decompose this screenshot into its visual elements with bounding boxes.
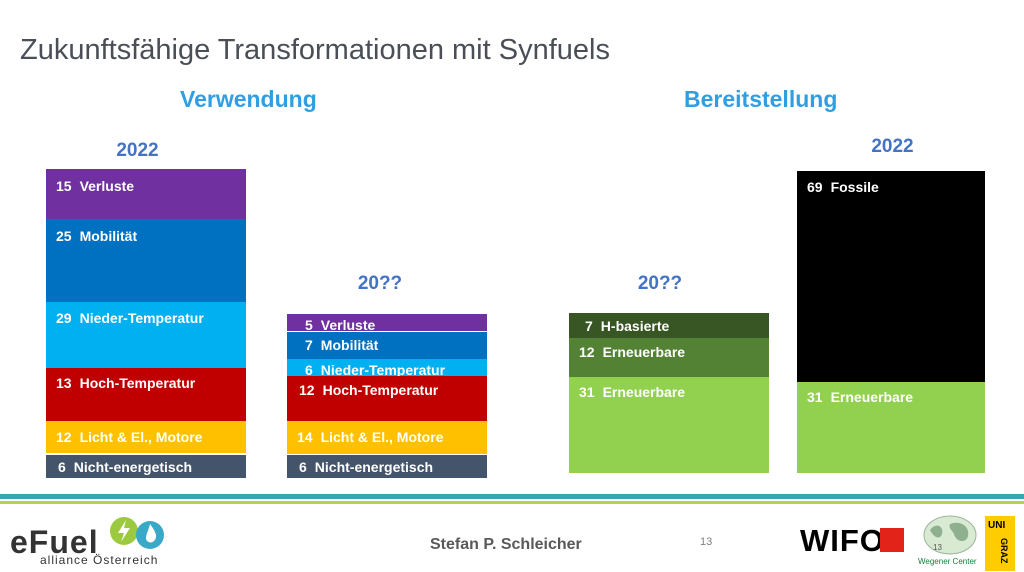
segment-h-basierte: 7 H-basierte — [569, 313, 769, 338]
segment-nieder-temperatur: 6 Nieder-Temperatur — [287, 359, 487, 376]
heading-verwendung: Verwendung — [180, 86, 317, 112]
segment-value: 29 — [56, 310, 72, 326]
segment-value: 14 — [297, 429, 313, 445]
segment-value: 13 — [56, 375, 72, 391]
segment-value: 5 — [305, 317, 313, 331]
segment-label: Mobilität — [320, 337, 379, 353]
year-label-bereitstellung-2022: 2022 — [871, 136, 914, 157]
efuel-icon — [110, 517, 164, 549]
segment-value: 6 — [305, 362, 313, 376]
segment-value: 15 — [56, 178, 72, 194]
segment-label: Hoch-Temperatur — [79, 375, 196, 391]
efuel-logo-subtitle: alliance Österreich — [40, 553, 159, 567]
segment-fossile: 69 Fossile — [797, 171, 985, 382]
wifo-logo-text: WIFO — [800, 523, 885, 558]
segment-label: H-basierte — [600, 318, 670, 334]
segment-label: Hoch-Temperatur — [322, 382, 439, 398]
segment-mobilitaet: 25 Mobilität — [46, 219, 246, 302]
segment-label: Licht & El., Motore — [79, 429, 203, 445]
wifo-logo-square — [880, 528, 904, 552]
segment-label: Nieder-Temperatur — [79, 310, 204, 326]
efuel-logo-text: eFuel — [10, 524, 99, 560]
year-label-verwendung-future: 20?? — [357, 273, 403, 294]
segment-label: Verluste — [320, 317, 376, 331]
page-number: 13 — [700, 536, 713, 548]
segment-label: Erneuerbare — [602, 384, 686, 400]
uni-graz-logo: UNI GRAZ — [985, 516, 1015, 571]
segment-value: 25 — [56, 228, 72, 244]
segment-label: Licht & El., Motore — [320, 429, 444, 445]
segment-value: 12 — [579, 344, 595, 360]
segment-label: Fossile — [830, 179, 879, 195]
segment-label: Verluste — [79, 178, 135, 194]
segment-erneuerbare: 31 Erneuerbare — [797, 382, 985, 473]
segment-label: Mobilität — [79, 228, 138, 244]
segment-erneuerbare-synfuel: 12 Erneuerbare — [569, 338, 769, 377]
segment-nieder-temperatur: 29 Nieder-Temperatur — [46, 302, 246, 368]
segment-value: 69 — [807, 179, 823, 195]
segment-label: Nicht-energetisch — [73, 459, 193, 475]
segment-value: 6 — [58, 459, 66, 475]
year-label-bereitstellung-future: 20?? — [637, 273, 683, 294]
segment-label: Nicht-energetisch — [314, 459, 434, 475]
segment-licht-motore: 14 Licht & El., Motore — [287, 421, 487, 454]
segment-mobilitaet: 7 Mobilität — [287, 332, 487, 359]
segment-value: 6 — [299, 459, 307, 475]
segment-erneuerbare: 31 Erneuerbare — [569, 377, 769, 473]
slide-title: Zukunftsfähige Transformationen mit Synf… — [20, 34, 610, 66]
segment-nicht-energetisch: 6 Nicht-energetisch — [287, 455, 487, 478]
segment-nicht-energetisch: 6 Nicht-energetisch — [46, 455, 246, 478]
globe-icon — [923, 515, 977, 555]
footer-divider-green — [0, 501, 1024, 504]
segment-hoch-temperatur: 12 Hoch-Temperatur — [287, 376, 487, 421]
wegener-logo-text: Wegener Center — [918, 557, 977, 566]
segment-value: 7 — [305, 337, 313, 353]
segment-label: Erneuerbare — [830, 389, 914, 405]
wegener-mark: 13 — [933, 543, 942, 552]
heading-bereitstellung: Bereitstellung — [684, 86, 838, 112]
footer-divider-teal — [0, 494, 1024, 499]
segment-value: 31 — [807, 389, 823, 405]
footer-author: Stefan P. Schleicher — [430, 536, 582, 553]
segment-value: 12 — [299, 382, 315, 398]
segment-label: Erneuerbare — [602, 344, 686, 360]
segment-hoch-temperatur: 13 Hoch-Temperatur — [46, 368, 246, 421]
segment-licht-motore: 12 Licht & El., Motore — [46, 421, 246, 453]
segment-value: 31 — [579, 384, 595, 400]
segment-verluste: 15 Verluste — [46, 169, 246, 219]
year-label-verwendung-2022: 2022 — [116, 140, 159, 161]
segment-value: 12 — [56, 429, 72, 445]
segment-label: Nieder-Temperatur — [320, 362, 446, 376]
segment-value: 7 — [585, 318, 593, 334]
segment-verluste: 5 Verluste — [287, 314, 487, 331]
